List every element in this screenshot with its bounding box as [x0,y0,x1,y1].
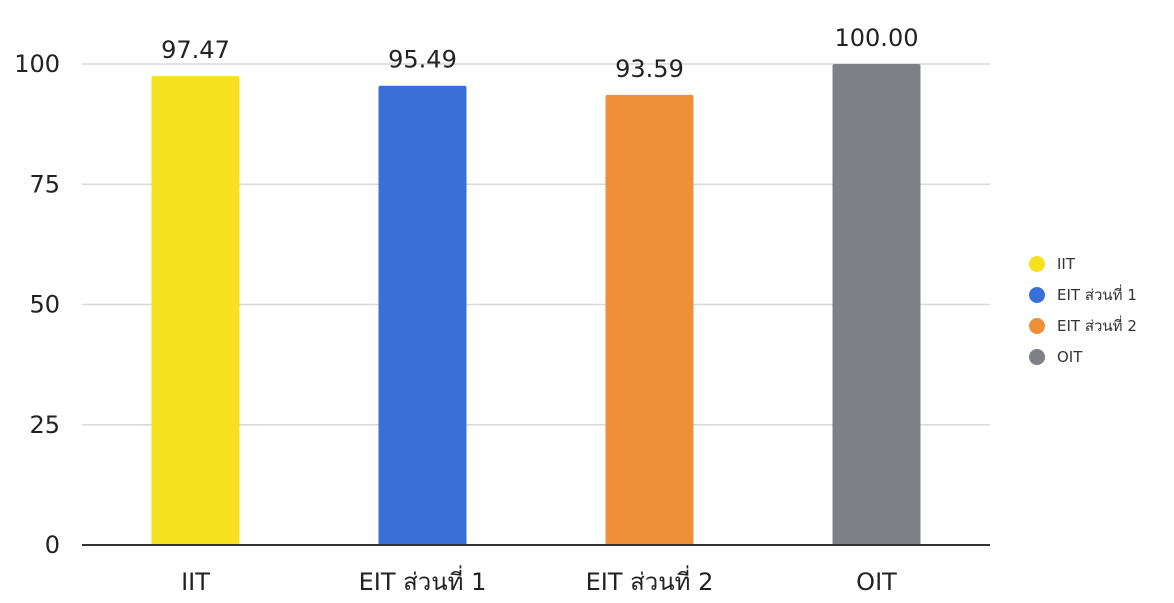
y-tick-label: 100 [14,50,60,78]
y-tick-label: 25 [29,411,60,439]
x-tick-label: EIT ส่วนที่ 1 [359,565,487,596]
y-tick-label: 50 [29,291,60,319]
x-tick-label: IIT [181,568,210,596]
legend-swatch [1029,318,1045,334]
data-labels: 97.47 95.49 93.59 100.00 [161,24,918,83]
bar [151,76,240,545]
bars [151,64,921,546]
legend-label: EIT ส่วนที่ 2 [1057,315,1137,335]
bar [378,85,467,545]
legend: IIT EIT ส่วนที่ 1 EIT ส่วนที่ 2 OIT [1029,255,1137,366]
data-label: 93.59 [615,55,684,83]
legend-swatch [1029,287,1045,303]
y-tick-label: 0 [45,531,60,559]
bar [832,64,921,545]
legend-label: OIT [1057,348,1083,366]
legend-label: EIT ส่วนที่ 1 [1057,284,1137,304]
legend-swatch [1029,349,1045,365]
y-tick-label: 75 [29,170,60,198]
data-label: 97.47 [161,36,230,64]
x-tick-label: EIT ส่วนที่ 2 [586,565,714,596]
bar [605,94,694,546]
axes: 0 25 50 75 100 IIT EIT ส่วนที่ 1 EIT ส่วนที่ 2 O… [14,50,990,596]
data-label: 95.49 [388,46,457,74]
legend-label: IIT [1057,255,1076,273]
x-tick-label: OIT [856,568,897,596]
legend-swatch [1029,256,1045,272]
data-label: 100.00 [835,24,919,52]
